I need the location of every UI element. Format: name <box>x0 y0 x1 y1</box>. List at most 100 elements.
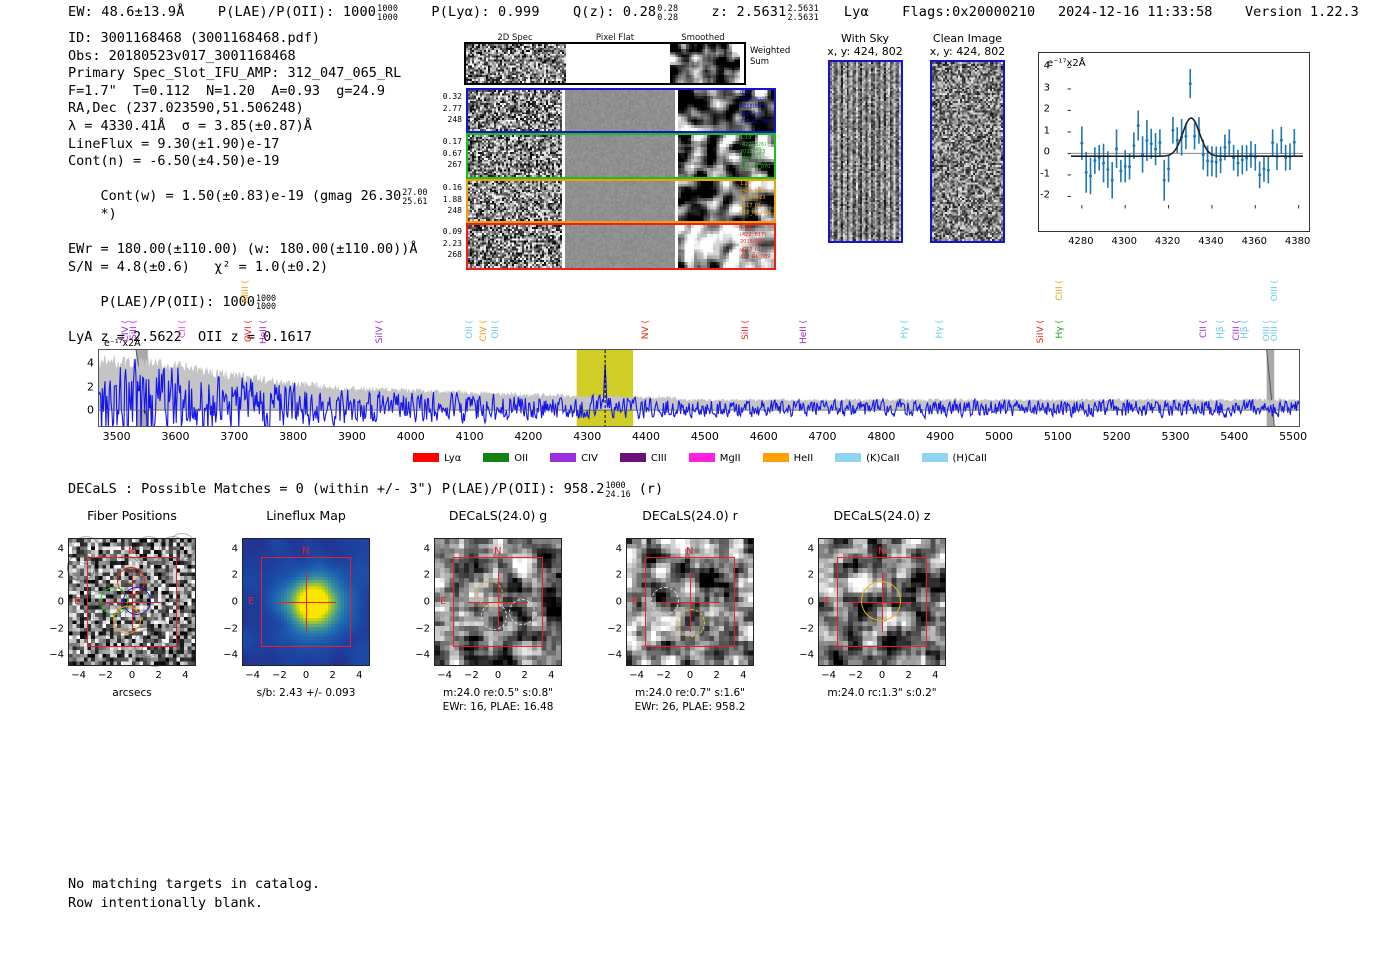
legend-swatch <box>619 453 646 462</box>
fiber-circle-background <box>113 556 142 585</box>
fiber-2-panel <box>466 133 776 179</box>
cutout-xtick-0: 4 <box>182 670 189 681</box>
spectrum-xtick: 5500 <box>1279 430 1308 443</box>
spectrum-xtick: 3900 <box>337 430 366 443</box>
emission-line-label: Hβ ( <box>1216 320 1227 339</box>
cutout-ytick-4: 4 <box>807 543 814 555</box>
cutout-xtick-4: −2 <box>847 670 863 681</box>
emission-line-label: SiIV ( <box>375 320 386 344</box>
cutout-xlabel: arcsecs <box>112 687 152 699</box>
info-obs: Obs: 20180523v017_3001168468 <box>68 47 296 64</box>
legend-swatch <box>550 453 577 462</box>
decals-summary-line: DECaLS : Possible Matches = 0 (within +/… <box>68 481 663 498</box>
cutout-ytick-2: −4 <box>415 649 430 661</box>
legend-item: OII <box>483 453 528 464</box>
fiber-circle-background <box>81 591 110 620</box>
cutout-east-label-4: E <box>824 596 831 607</box>
fiber-3-pixelflat <box>565 181 675 221</box>
cutout-xtick-1: 2 <box>329 670 336 681</box>
inset-ytick: 1 <box>1043 125 1050 137</box>
fiber-3-2dspec <box>468 181 562 221</box>
legend-item: (K)CaII <box>835 453 900 464</box>
cutout-north-label-0: N <box>128 546 136 557</box>
aperture-white <box>650 586 679 615</box>
aperture-gold <box>860 580 901 621</box>
legend-item: HeII <box>762 453 813 464</box>
inset-xtick: 4320 <box>1154 236 1181 247</box>
cutout-xtick-0: −4 <box>71 670 87 681</box>
spectrum-xtick: 3600 <box>161 430 190 443</box>
full-spectrum-chart <box>98 349 1300 427</box>
detection-info-block: ID: 3001168468 (3001168468.pdf) Obs: 201… <box>68 30 427 347</box>
cutout-north-label-4: N <box>878 546 886 557</box>
fiber-2-values: 0.17 0.67 267 <box>442 137 462 169</box>
legend-item: CIII <box>619 453 667 464</box>
emission-line-label: OIII ( <box>1270 280 1281 302</box>
weighted-sum-strip <box>464 42 746 85</box>
spectrum-xtick: 4200 <box>514 430 543 443</box>
fiber-1-smoothed <box>678 90 774 131</box>
weighted-sum-label: Weighted Sum <box>750 46 791 67</box>
cutout-ytick-3: 2 <box>615 569 622 581</box>
footer-note: No matching targets in catalog. Row inte… <box>68 875 320 913</box>
cutout-east-label-3: E <box>632 596 639 607</box>
fiber-2-smoothed <box>678 135 774 177</box>
inset-ytick: 0 <box>1043 146 1050 158</box>
info-plae: P(LAE)/P(OII): 10001000 1000 <box>100 292 277 312</box>
inset-ytick: -1 <box>1040 168 1050 180</box>
header-lya: Lyα <box>843 4 869 21</box>
aperture-white <box>480 603 508 630</box>
header-qz-label: Q(z): 0.28 <box>572 4 657 21</box>
fiber-circle-background <box>133 628 162 657</box>
cutout-east-label-0: E <box>74 596 81 607</box>
cutout-east-label-1: E <box>248 596 255 607</box>
spectrum-flux-annotation: e⁻¹⁷x2Å <box>104 338 141 349</box>
cutout-xtick-1: −2 <box>271 670 287 681</box>
fiber-1-panel <box>466 88 776 133</box>
weighted-sum-pixelflat <box>566 44 668 83</box>
inset-xtick: 4300 <box>1111 236 1137 247</box>
decals-text: DECaLS : Possible Matches = 0 (within +/… <box>68 481 605 498</box>
col-title-2dspec: 2D Spec <box>497 33 533 43</box>
cutout-caption-line1: m:24.0 re:0.5" s:0.8" <box>443 687 553 699</box>
spectrum-xtick: 5200 <box>1102 430 1131 443</box>
cutout-caption-3: m:24.0 re:0.7" s:1.6" EWr: 26, PLAE: 958.… <box>600 686 780 714</box>
info-snr-chi2: S/N = 4.8(±0.6) χ² = 1.0(±0.2) <box>68 258 329 275</box>
legend-swatch <box>835 453 862 462</box>
cutout-ytick-3: 4 <box>615 543 622 555</box>
legend-label: CIV <box>581 453 598 464</box>
spectrum-xtick: 4000 <box>396 430 425 443</box>
inset-ytick: 4 <box>1043 60 1050 72</box>
version: Version 1.22.3 <box>1244 4 1359 20</box>
fiber-4-metadata: 1.43" (422, 617) 20180523 v017_01 312_RL… <box>740 225 771 260</box>
emission-line-labels: CIV (SiII (CII (OVI (AlIII (HeII (SiIV (… <box>0 272 1400 350</box>
legend-item: MgII <box>688 453 741 464</box>
cutout-xtick-2: 2 <box>521 670 528 681</box>
legend-label: Lyα <box>444 453 462 464</box>
cutout-ytick-1: 0 <box>231 596 238 608</box>
decals-plae-frac: 1000 24.16 <box>605 480 631 499</box>
fiber-4-panel <box>466 223 776 270</box>
header-timestamp-version: 2024-12-16 11:33:58 Version 1.22.3 <box>1058 4 1359 20</box>
cutout-ytick-4: −4 <box>799 649 814 661</box>
cutout-crosshair-1 <box>306 572 308 632</box>
cutout-title-1: Lineflux Map <box>266 508 346 523</box>
legend-label: (H)CaII <box>952 453 987 464</box>
cutout-ytick-0: −4 <box>49 649 64 661</box>
col-title-pixelflat: Pixel Flat <box>595 33 635 43</box>
legend-item: Lyα <box>413 453 461 464</box>
fiber-4-values: 0.09 2.23 268 <box>442 227 462 259</box>
emission-line-label: Hγ ( <box>899 320 910 339</box>
cutout-xtick-2: 4 <box>548 670 555 681</box>
fiber-2-2dspec <box>468 135 562 177</box>
inset-xtick: 4340 <box>1198 236 1224 247</box>
emission-line-label: SiIV ( <box>1036 320 1047 344</box>
info-primary-spec: Primary Spec_Slot_IFU_AMP: 312_047_065_R… <box>68 65 402 82</box>
cutout-ytick-4: 2 <box>807 569 814 581</box>
cutout-fov-box-4 <box>837 557 927 647</box>
cutout-caption-1: s/b: 2.43 +/- 0.093 <box>216 686 396 700</box>
inset-ytick: 3 <box>1043 82 1050 94</box>
header-z-label: z: 2.5631 <box>711 4 787 21</box>
spectrum-xtick: 5100 <box>1043 430 1072 443</box>
spectrum-flux-line <box>99 359 1299 426</box>
